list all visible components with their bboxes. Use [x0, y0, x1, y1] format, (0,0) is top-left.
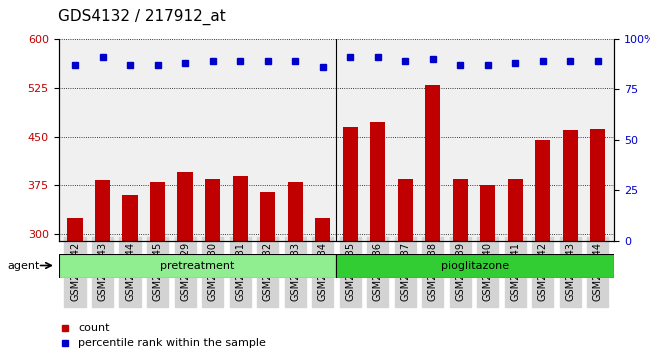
- Bar: [590, 129, 605, 354]
- Bar: [233, 176, 248, 354]
- Text: pioglitazone: pioglitazone: [441, 261, 510, 271]
- Bar: [563, 130, 578, 354]
- Text: count: count: [78, 322, 110, 332]
- Bar: [95, 180, 110, 354]
- Bar: [337, 254, 614, 278]
- Text: percentile rank within the sample: percentile rank within the sample: [78, 338, 266, 348]
- Bar: [480, 185, 495, 354]
- Bar: [535, 140, 551, 354]
- Bar: [150, 182, 165, 354]
- Bar: [370, 122, 385, 354]
- Bar: [452, 179, 468, 354]
- Text: agent: agent: [8, 261, 40, 271]
- Bar: [260, 192, 275, 354]
- Bar: [398, 179, 413, 354]
- Bar: [287, 182, 303, 354]
- Bar: [425, 85, 440, 354]
- Bar: [68, 218, 83, 354]
- Bar: [122, 195, 138, 354]
- Bar: [315, 218, 330, 354]
- Bar: [508, 179, 523, 354]
- Text: GDS4132 / 217912_at: GDS4132 / 217912_at: [58, 9, 226, 25]
- Bar: [58, 254, 337, 278]
- Bar: [177, 172, 192, 354]
- Bar: [343, 127, 358, 354]
- Bar: [205, 179, 220, 354]
- Text: pretreatment: pretreatment: [161, 261, 235, 271]
